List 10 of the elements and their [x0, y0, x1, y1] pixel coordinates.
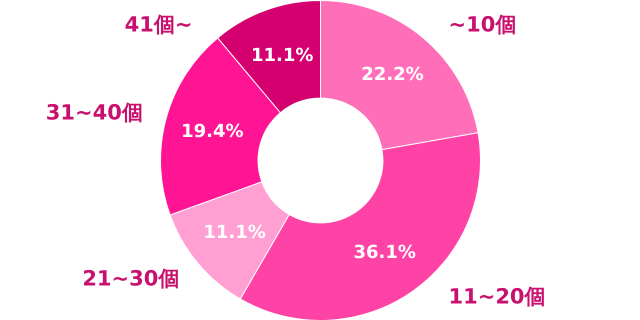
data-label: 11.1%: [203, 222, 266, 243]
data-label: 19.4%: [181, 120, 244, 142]
slice-label: 21~30個: [82, 266, 180, 291]
slice-label: ~10個: [448, 12, 516, 36]
slice-label: 11~20個: [448, 284, 546, 308]
slice-label: 41個~: [124, 12, 193, 36]
data-label: 36.1%: [353, 242, 416, 263]
slice-label: 31~40個: [46, 100, 143, 125]
data-label: 11.1%: [250, 44, 314, 66]
data-label: 22.2%: [361, 64, 424, 86]
